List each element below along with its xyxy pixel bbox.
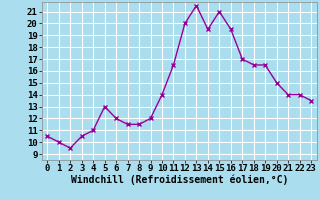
X-axis label: Windchill (Refroidissement éolien,°C): Windchill (Refroidissement éolien,°C) xyxy=(70,175,288,185)
